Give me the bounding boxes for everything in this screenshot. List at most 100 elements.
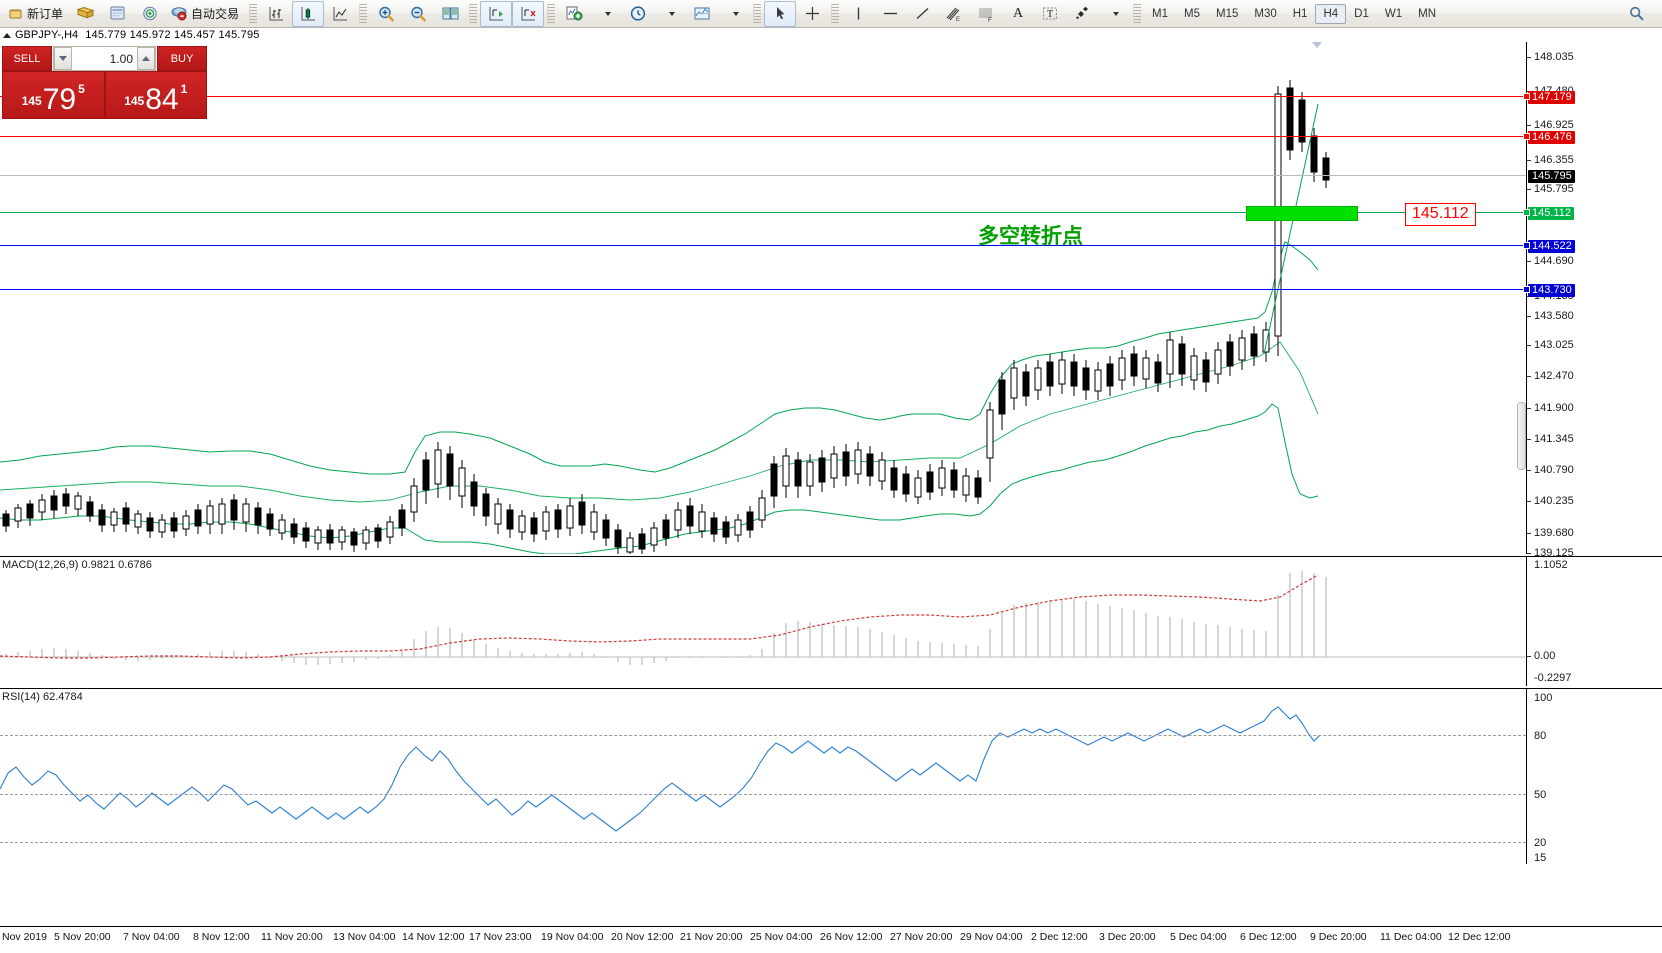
time-tick-label: 14 Nov 12:00	[402, 931, 465, 943]
signals-button[interactable]	[134, 1, 166, 27]
timeframe-h4[interactable]: H4	[1315, 3, 1347, 24]
shapes-icon	[1075, 6, 1088, 20]
signals-icon	[143, 6, 157, 21]
level-tag-145112[interactable]: 145.112	[1528, 207, 1574, 220]
chart-vertical-scrollbar[interactable]	[1517, 402, 1526, 470]
support-line-144522[interactable]	[0, 245, 1526, 246]
price-callout-box[interactable]: 145.112	[1405, 203, 1476, 226]
timeframe-mn[interactable]: MN	[1418, 7, 1436, 20]
shapes-button[interactable]	[1066, 1, 1098, 27]
sell-label[interactable]: SELL	[2, 46, 52, 71]
vline-icon	[857, 7, 859, 20]
shapes-dropdown[interactable]	[1098, 1, 1130, 27]
trendline-button[interactable]	[906, 1, 938, 27]
equidistant-channel-button[interactable]: E	[938, 1, 970, 27]
text-button[interactable]: A	[1012, 5, 1024, 21]
auto-scroll-button[interactable]	[480, 0, 513, 27]
new-order-button[interactable]: 新订单	[4, 1, 70, 27]
chevron-down-icon	[732, 11, 739, 16]
buy-price-button[interactable]: 145 84 1	[104, 71, 207, 119]
templates-button[interactable]	[70, 1, 102, 27]
resistance-line-146476[interactable]	[0, 136, 1526, 137]
templates-dropdown[interactable]	[718, 1, 750, 27]
time-tick-label: 5 Dec 04:00	[1170, 931, 1227, 943]
chart-container[interactable]: 多空转折点 145.112 148.035 147.480 146.925 14…	[0, 42, 1662, 952]
bar-chart-button[interactable]	[260, 1, 292, 27]
chart-shift-button[interactable]	[512, 0, 545, 27]
vertical-line-button[interactable]	[842, 1, 874, 27]
line-handle-147179[interactable]	[1523, 93, 1530, 100]
price-plot-area[interactable]: 多空转折点 145.112	[0, 42, 1526, 554]
line-handle-146476[interactable]	[1523, 133, 1530, 140]
cursor-button[interactable]	[764, 0, 797, 27]
highlight-rectangle[interactable]	[1246, 206, 1358, 221]
toolbar-separator-6	[831, 3, 840, 24]
search-button[interactable]	[1620, 1, 1652, 27]
indicators-dropdown[interactable]	[590, 1, 622, 27]
fibonacci-button[interactable]: F	[970, 1, 1002, 27]
price-tick: 140.235	[1527, 495, 1574, 507]
timeframe-m1[interactable]: M1	[1152, 7, 1169, 20]
pivot-line-145112[interactable]	[0, 212, 1526, 213]
periods-dropdown[interactable]	[654, 1, 686, 27]
autotrading-button[interactable]: 自动交易	[166, 1, 246, 27]
level-tag-147179[interactable]: 147.179	[1528, 91, 1575, 104]
level-tag-144522[interactable]: 144.522	[1528, 240, 1575, 253]
timeframe-d1[interactable]: D1	[1354, 7, 1369, 20]
buy-label[interactable]: BUY	[157, 46, 207, 71]
level-tag-143730[interactable]: 143.730	[1528, 284, 1575, 297]
price-axis[interactable]: 148.035 147.480 146.925 146.355 145.795 …	[1523, 42, 1662, 559]
data-window-button[interactable]	[102, 1, 134, 27]
line-handle-144522[interactable]	[1523, 242, 1530, 249]
macd-plot-area[interactable]	[0, 557, 1526, 686]
one-click-trading-panel[interactable]: SELL 1.00 BUY 145 79 5 145 84 1	[2, 46, 207, 119]
clock-icon	[630, 6, 646, 21]
templates-menu-button[interactable]	[686, 1, 718, 27]
line-handle-143730[interactable]	[1523, 286, 1530, 293]
volume-stepper[interactable]: 1.00	[53, 46, 156, 71]
macd-tick: 1.1052	[1527, 559, 1568, 571]
timeframe-h1[interactable]: H1	[1292, 7, 1308, 20]
search-icon	[1629, 6, 1643, 21]
volume-value[interactable]: 1.00	[109, 51, 133, 66]
timeframe-m5[interactable]: M5	[1184, 7, 1200, 20]
indicators-button[interactable]	[558, 1, 590, 27]
zoom-in-button[interactable]	[370, 1, 402, 27]
time-tick-label: 29 Nov 04:00	[960, 931, 1023, 943]
collapse-triangle-icon[interactable]	[3, 32, 11, 38]
macd-tick-label: -0.2297	[1534, 672, 1572, 684]
line-handle-145112[interactable]	[1523, 209, 1530, 216]
text-label-button[interactable]: T	[1034, 1, 1066, 27]
macd-pane[interactable]: MACD(12,26,9) 0.9821 0.6786 1.1052 0.00 …	[0, 556, 1662, 686]
line-chart-button[interactable]	[324, 1, 356, 27]
turning-point-annotation[interactable]: 多空转折点	[978, 224, 1083, 248]
periods-button[interactable]	[622, 1, 654, 27]
support-line-143730[interactable]	[0, 289, 1526, 290]
svg-text:E: E	[956, 17, 960, 23]
zoom-out-button[interactable]	[402, 1, 434, 27]
timeframe-m15[interactable]: M15	[1216, 7, 1239, 20]
level-tag-146476[interactable]: 146.476	[1528, 131, 1575, 144]
trendline-icon	[916, 8, 928, 19]
one-click-header: SELL 1.00 BUY	[2, 46, 207, 71]
horizontal-line-button[interactable]	[874, 1, 906, 27]
price-tick: 141.345	[1527, 433, 1574, 445]
volume-increment-button[interactable]	[137, 47, 155, 70]
sell-price-button[interactable]: 145 79 5	[2, 71, 105, 119]
price-pane[interactable]: 多空转折点 145.112 148.035 147.480 146.925 14…	[0, 42, 1662, 559]
chart-shift-marker[interactable]	[1311, 42, 1323, 48]
timeframe-w1[interactable]: W1	[1384, 7, 1403, 20]
timeframe-m30[interactable]: M30	[1254, 7, 1277, 20]
macd-axis[interactable]: 1.1052 0.00 -0.2297	[1526, 557, 1662, 686]
crosshair-button[interactable]	[796, 1, 828, 27]
rsi-axis[interactable]: 100 80 50 20 15	[1526, 689, 1662, 864]
candlestick-chart-button[interactable]	[292, 0, 325, 27]
tile-windows-button[interactable]	[434, 1, 466, 27]
toolbar-separator-4	[547, 3, 556, 24]
rsi-pane[interactable]: RSI(14) 62.4784 100 80 50 20 15	[0, 688, 1662, 864]
rsi-tick: 80	[1527, 730, 1546, 742]
volume-decrement-button[interactable]	[54, 47, 72, 70]
resistance-line-147179[interactable]	[0, 96, 1526, 97]
rsi-plot-area[interactable]	[0, 689, 1526, 864]
time-axis[interactable]: Nov 2019 5 Nov 20:00 7 Nov 04:00 8 Nov 1…	[0, 926, 1662, 953]
